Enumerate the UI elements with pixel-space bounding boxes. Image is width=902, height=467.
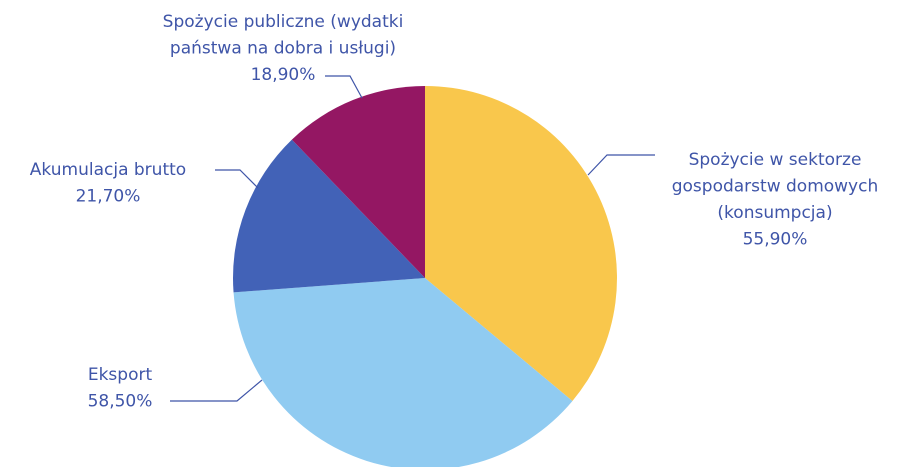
slice-label: Spożycie publiczne (wydatki: [163, 12, 404, 32]
pie-slice: [291, 86, 425, 278]
pie-slice: [425, 86, 617, 401]
slice-value: 21,70%: [76, 187, 141, 207]
slice-label: Akumulacja brutto: [30, 160, 186, 180]
slice-label: państwa na dobra i usługi): [170, 39, 396, 59]
slice-value: 55,90%: [743, 230, 808, 250]
slice-label: gospodarstw domowych: [672, 177, 879, 197]
slice-label: Spożycie w sektorze: [689, 150, 862, 170]
slice-value: 58,50%: [88, 392, 153, 412]
leader-line: [325, 75, 363, 99]
pie-slice: [233, 278, 573, 467]
slice-label: Eksport: [88, 365, 153, 385]
pie-slice: [233, 139, 425, 293]
leader-line: [215, 169, 259, 189]
slice-label: (konsumpcja): [717, 203, 832, 223]
leader-line: [170, 379, 263, 402]
leader-line: [587, 154, 655, 176]
slice-value: 18,90%: [251, 65, 316, 85]
